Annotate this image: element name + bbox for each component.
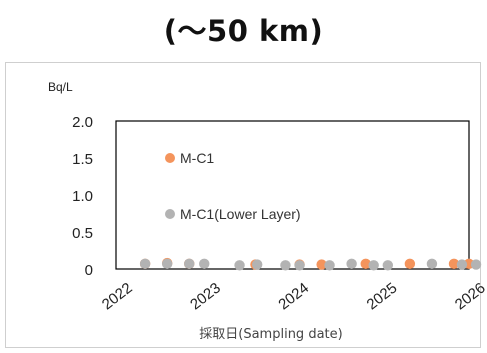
point-m-c1-lower-layer <box>280 260 291 271</box>
y-tick-label: 2.0 <box>72 114 93 131</box>
x-tick-label: 2025 <box>364 279 401 313</box>
point-m-c1-lower-layer <box>382 260 394 271</box>
point-m-c1 <box>360 258 371 270</box>
point-m-c1-lower-layer <box>139 258 151 270</box>
point-m-c1-lower-layer <box>426 258 438 270</box>
plot-area <box>115 120 470 270</box>
data-points <box>139 257 482 271</box>
chart-title: (〜50 km) <box>163 14 324 48</box>
point-m-c1-lower-layer <box>184 258 195 270</box>
legend: M-C1 M-C1(Lower Layer) <box>165 150 301 222</box>
y-tick-label: 0.5 <box>72 225 93 242</box>
y-tick-label: 1.0 <box>72 188 93 205</box>
x-tick-label: 2026 <box>452 279 487 313</box>
point-m-c1 <box>448 258 460 270</box>
point-m-c1-lower-layer <box>456 259 468 270</box>
point-m-c1-lower-layer <box>161 258 173 270</box>
y-tick-label: 1.5 <box>72 151 93 168</box>
x-tick-label: 2023 <box>187 279 224 313</box>
point-m-c1 <box>316 259 327 270</box>
point-m-c1-lower-layer <box>234 260 245 271</box>
legend-marker <box>165 209 175 219</box>
y-tick-labels: 2.0 1.5 1.0 0.5 0 <box>72 114 93 279</box>
x-tick-label: 2024 <box>275 279 312 313</box>
point-m-c1 <box>404 258 416 270</box>
point-m-c1-lower-layer <box>324 260 335 271</box>
legend-marker <box>165 153 175 163</box>
legend-label: M-C1 <box>180 150 214 166</box>
point-m-c1-lower-layer <box>470 259 482 270</box>
x-axis-label: 採取日(Sampling date) <box>199 327 342 342</box>
chart-frame <box>5 62 481 348</box>
point-m-c1-lower-layer <box>368 260 379 271</box>
y-axis-unit: Bq/L <box>48 80 73 94</box>
x-tick-label: 2022 <box>99 279 136 313</box>
point-m-c1-lower-layer <box>252 259 263 270</box>
legend-label: M-C1(Lower Layer) <box>180 206 301 222</box>
y-tick-label: 0 <box>85 262 93 279</box>
point-m-c1-lower-layer <box>346 258 357 270</box>
point-m-c1-lower-layer <box>199 258 210 270</box>
point-m-c1-lower-layer <box>294 260 305 271</box>
x-tick-labels: 2022 2023 2024 2025 2026 <box>99 279 487 313</box>
